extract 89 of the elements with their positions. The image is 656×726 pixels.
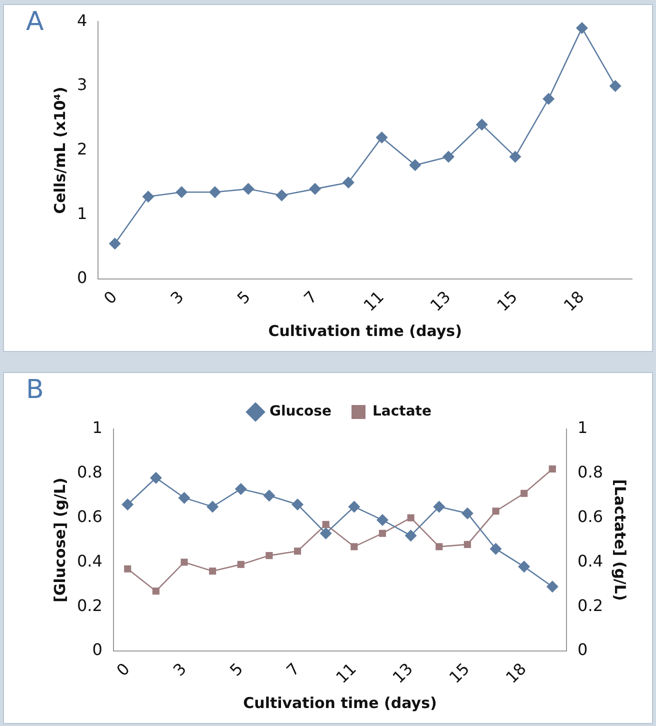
point [407, 514, 414, 522]
y-tick-label: 2 [76, 139, 88, 158]
point [546, 580, 558, 593]
point [433, 500, 446, 513]
y2-tick-label: 0.8 [578, 462, 604, 482]
legend-label: Lactate [372, 404, 432, 420]
point [409, 159, 422, 172]
point [276, 189, 288, 202]
point [464, 540, 471, 548]
y-tick-label: 0.8 [76, 462, 102, 482]
point [208, 186, 221, 198]
y-tick-label: 0.2 [76, 596, 102, 615]
x-tick-label: 13 [388, 659, 417, 687]
point [442, 150, 454, 163]
point [292, 498, 304, 510]
point [520, 490, 528, 497]
y-tick-label: 3 [76, 75, 88, 94]
point [348, 500, 360, 513]
y-tick-label: 1 [76, 204, 88, 223]
point [490, 542, 502, 555]
point [180, 558, 188, 566]
point [542, 92, 555, 105]
point [242, 182, 254, 195]
point [142, 190, 154, 203]
y2-tick-label: 0.6 [578, 506, 604, 526]
legend-label: Glucose [270, 404, 332, 420]
y-axis-title: [Glucose] (g/L) [50, 478, 69, 602]
text: B [26, 375, 44, 405]
y-tick-label: 0.6 [76, 506, 102, 526]
x-tick-label: 5 [226, 659, 247, 680]
y-tick-label: 0.4 [76, 551, 102, 570]
x-tick-label: 0 [112, 659, 134, 680]
point [152, 588, 160, 595]
point [206, 500, 219, 513]
point [518, 560, 530, 573]
y-tick-label: 0 [92, 640, 102, 660]
x-tick-label: 3 [166, 287, 188, 308]
x-tick-label: 7 [300, 287, 321, 308]
x-tick-label: 3 [169, 659, 190, 680]
y2-tick-label: 0.2 [578, 596, 604, 615]
point [209, 568, 216, 575]
y2-tick-label: 0 [578, 640, 588, 660]
point [122, 498, 134, 510]
point [476, 118, 488, 131]
x-tick-label: 15 [493, 287, 521, 315]
point [322, 520, 330, 528]
point [509, 150, 522, 163]
point [350, 543, 358, 550]
point [576, 22, 588, 34]
point [294, 548, 302, 555]
point [237, 560, 244, 568]
point [492, 508, 500, 515]
y-tick-label: 0 [76, 268, 88, 288]
point [376, 514, 388, 526]
x-axis-title: Cultivation time (days) [268, 322, 462, 340]
y-tick-label: 4 [76, 10, 88, 30]
point [176, 186, 188, 198]
y2-axis-title: [Lactate] (g/L) [611, 479, 630, 601]
text: A [26, 7, 44, 37]
point [376, 131, 388, 144]
point [108, 238, 121, 250]
point [309, 182, 322, 195]
y-tick-label: 1 [92, 418, 102, 438]
x-tick-label: 13 [426, 287, 454, 315]
point [461, 507, 474, 520]
x-axis-title: Cultivation time (days) [243, 694, 437, 712]
x-tick-label: 11 [332, 659, 360, 687]
x-tick-label: 5 [233, 287, 254, 308]
point [320, 527, 332, 540]
point [234, 482, 247, 495]
x-tick-label: 18 [502, 659, 530, 687]
x-tick-label: 7 [282, 659, 304, 680]
y-axis-title: Cells/mL (x10⁴) [50, 86, 69, 214]
point [378, 530, 386, 537]
point [263, 490, 276, 502]
point [404, 530, 417, 542]
y2-tick-label: 1 [578, 418, 588, 438]
point [150, 472, 162, 484]
point [124, 565, 132, 572]
x-tick-label: 15 [445, 659, 474, 687]
point [548, 465, 556, 472]
point [436, 543, 443, 550]
x-tick-label: 11 [360, 287, 388, 315]
point [178, 492, 190, 504]
point [342, 176, 354, 188]
x-tick-label: 18 [560, 287, 588, 315]
point [266, 552, 273, 560]
y2-tick-label: 0.4 [578, 551, 604, 570]
point [609, 80, 622, 92]
